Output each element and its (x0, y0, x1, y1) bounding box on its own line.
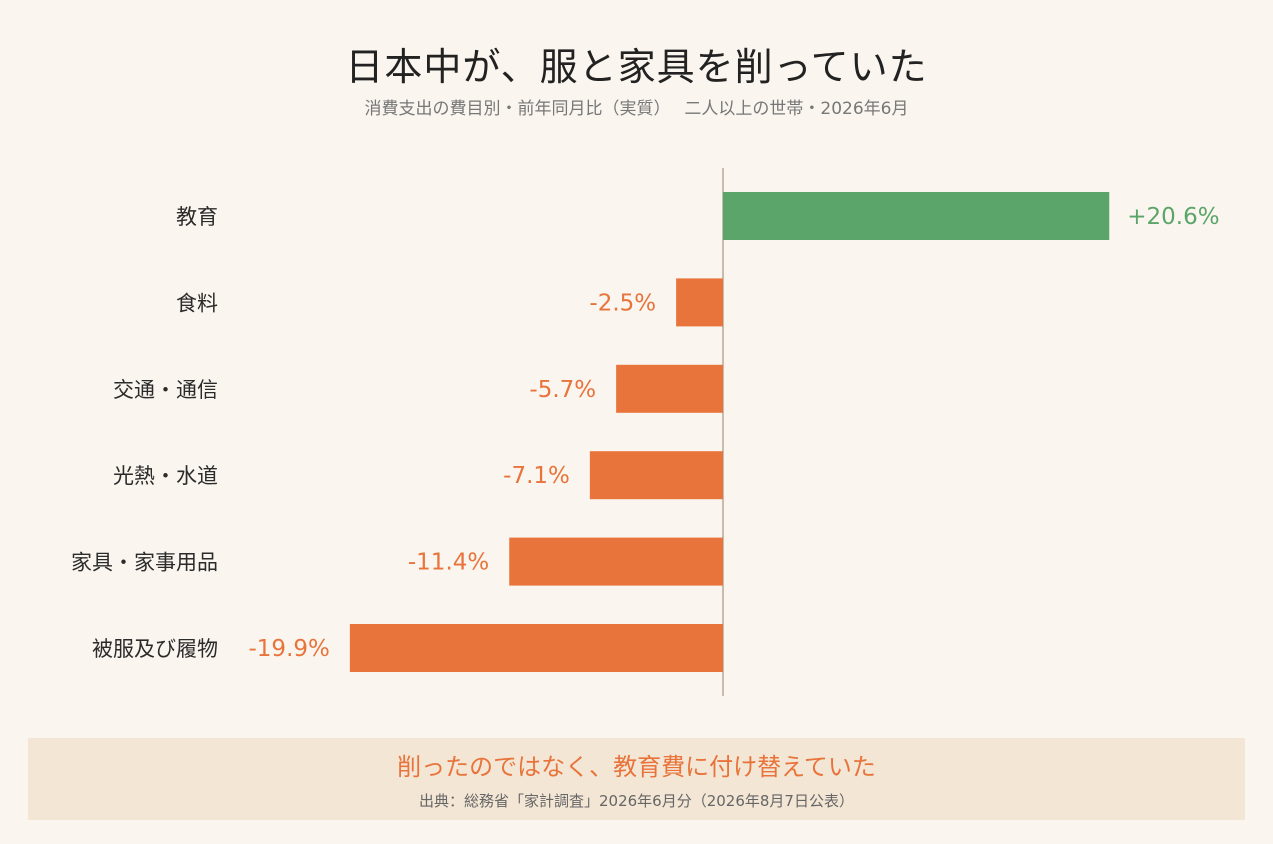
bar (676, 278, 723, 327)
bar (349, 624, 723, 672)
bar (509, 537, 723, 586)
category-label: 家具・家事用品 (71, 551, 218, 575)
chart-title: 日本中が、服と家具を削っていた (345, 45, 928, 89)
value-label: -5.7% (529, 377, 596, 403)
bar (616, 364, 723, 413)
value-label: -11.4% (408, 550, 489, 576)
bar-chart: 教育 +20.6% 食料 -2.5% 交通・通信 -5.7% 光熱・水道 -7.1% 家具・家事… (71, 168, 1220, 696)
bar (723, 192, 1110, 240)
category-label: 交通・通信 (113, 378, 218, 402)
value-label: -7.1% (503, 463, 570, 489)
category-label: 食料 (176, 291, 218, 315)
footer-message: 削ったのではなく、教育費に付け替えていた (397, 753, 876, 781)
footer-callout: 削ったのではなく、教育費に付け替えていた 出典：総務省「家計調査」2026年6月… (28, 738, 1245, 820)
bar (589, 451, 723, 500)
value-label: -2.5% (589, 290, 656, 316)
category-label: 被服及び履物 (92, 637, 218, 661)
source-note: 出典：総務省「家計調査」2026年6月分（2026年8月7日公表） (419, 792, 854, 810)
value-label: -19.9% (249, 636, 330, 662)
category-label: 光熱・水道 (113, 464, 218, 488)
chart-subtitle: 消費支出の費目別・前年同月比（実質） 二人以上の世帯・2026年6月 (364, 99, 909, 119)
category-label: 教育 (176, 205, 218, 229)
value-label: +20.6% (1127, 204, 1219, 230)
